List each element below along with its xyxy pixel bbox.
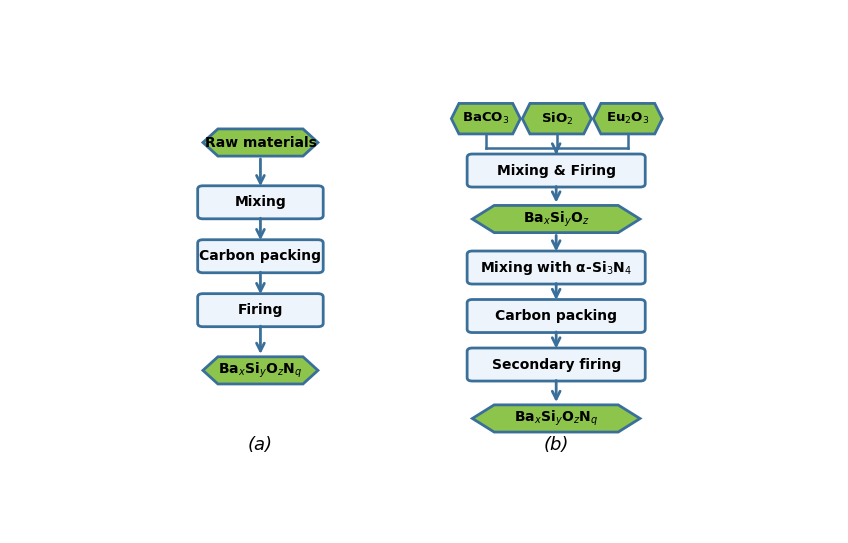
Text: Mixing: Mixing (235, 195, 287, 209)
Polygon shape (472, 205, 640, 232)
Polygon shape (472, 405, 640, 432)
FancyBboxPatch shape (467, 348, 645, 381)
Text: BaCO$_3$: BaCO$_3$ (462, 111, 510, 126)
Text: Mixing & Firing: Mixing & Firing (497, 163, 616, 178)
Text: (a): (a) (248, 436, 273, 454)
Text: Eu$_2$O$_3$: Eu$_2$O$_3$ (606, 111, 650, 126)
Text: Secondary firing: Secondary firing (492, 357, 621, 371)
FancyBboxPatch shape (467, 300, 645, 332)
Text: Ba$_x$Si$_y$O$_z$N$_q$: Ba$_x$Si$_y$O$_z$N$_q$ (218, 361, 303, 380)
Text: Ba$_x$Si$_y$O$_z$: Ba$_x$Si$_y$O$_z$ (523, 210, 589, 229)
Text: Mixing with α-Si$_3$N$_4$: Mixing with α-Si$_3$N$_4$ (480, 258, 632, 276)
Text: Ba$_x$Si$_y$O$_z$N$_q$: Ba$_x$Si$_y$O$_z$N$_q$ (514, 409, 599, 428)
FancyBboxPatch shape (198, 294, 323, 327)
Polygon shape (522, 103, 591, 134)
Text: Raw materials: Raw materials (204, 136, 316, 149)
FancyBboxPatch shape (467, 251, 645, 284)
Text: Carbon packing: Carbon packing (495, 309, 617, 323)
FancyBboxPatch shape (467, 154, 645, 187)
Text: SiO$_2$: SiO$_2$ (541, 111, 573, 127)
FancyBboxPatch shape (198, 239, 323, 273)
Polygon shape (594, 103, 662, 134)
Text: Firing: Firing (237, 303, 283, 317)
Polygon shape (203, 357, 318, 384)
Polygon shape (203, 129, 318, 156)
Text: (b): (b) (544, 436, 569, 454)
Polygon shape (451, 103, 521, 134)
Text: Carbon packing: Carbon packing (199, 249, 321, 263)
FancyBboxPatch shape (198, 186, 323, 219)
